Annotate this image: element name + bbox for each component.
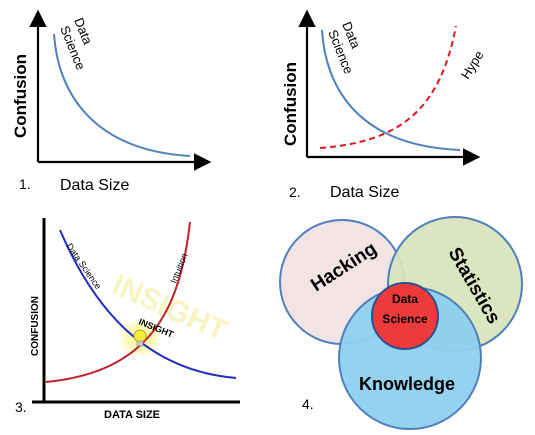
panel-3-number: 3. <box>15 399 27 415</box>
panel-3-y-label: CONFUSION <box>30 296 41 356</box>
panel-1-x-label: Data Size <box>60 177 129 194</box>
lightbulb-icon <box>133 329 147 347</box>
panel-3-data-science-curve <box>59 229 237 379</box>
panel-1: Data Science Confusion 1. Data Size <box>11 9 212 194</box>
panel-4: Hacking Statistics Knowledge Data Scienc… <box>279 216 523 430</box>
panel-2: Data Science Hype Confusion 2. Data Size <box>281 9 487 201</box>
panel-1-data-science-curve <box>53 33 191 157</box>
venn-knowledge-label: Knowledge <box>359 374 455 394</box>
panel-2-hype-label: Hype <box>458 48 487 82</box>
panel-2-y-label: Confusion <box>281 62 300 146</box>
panel-3-intuition-label: Intuition <box>169 252 190 285</box>
panel-4-number: 4. <box>302 396 314 412</box>
panel-3-data-science-label: Data Science <box>64 241 103 291</box>
panel-3-x-label: DATA SIZE <box>104 409 160 421</box>
venn-data-science-circle <box>371 282 439 350</box>
panel-3-intuition-curve <box>45 221 191 383</box>
panel-2-hype-curve <box>319 25 457 149</box>
panel-1-number: 1. <box>19 176 31 192</box>
panel-3: INSIGHT INSIGHT Data Science Intuition C… <box>15 218 240 421</box>
panel-2-number: 2. <box>289 184 301 200</box>
panel-2-x-label: Data Size <box>330 184 399 201</box>
venn-center-label-line1: Data <box>392 292 418 306</box>
panel-1-y-label: Confusion <box>11 54 30 138</box>
venn-center-label-line2: Science <box>382 312 428 326</box>
panel-2-data-science-curve <box>321 29 461 151</box>
